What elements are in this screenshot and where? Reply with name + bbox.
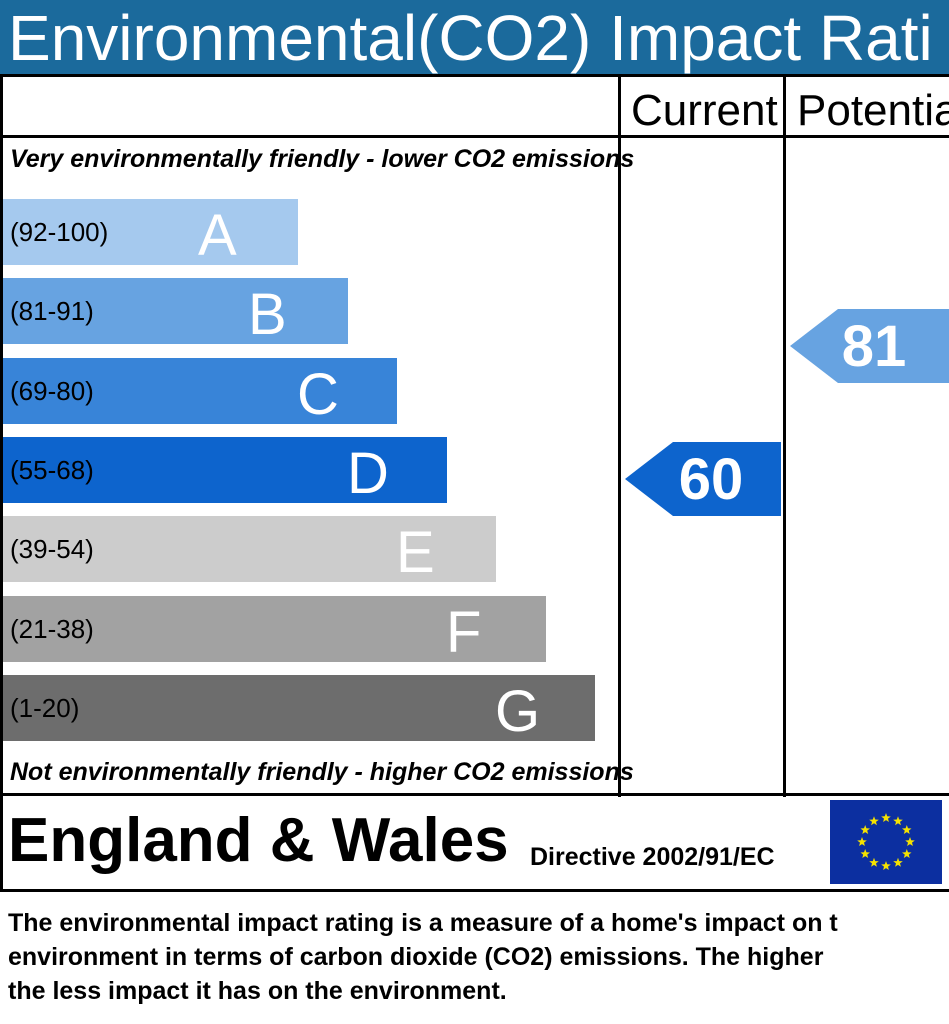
title-bar: Environmental(CO2) Impact Rati [0, 0, 949, 74]
current-rating-value: 60 [679, 447, 744, 512]
rating-band-letter: C [297, 362, 339, 427]
eu-flag-icon [830, 800, 942, 889]
description: The environmental impact rating is a mea… [8, 906, 949, 1008]
page-title: Environmental(CO2) Impact Rati [8, 2, 933, 74]
current-column-left-border [618, 77, 621, 797]
rating-band-f: (21-38) F [3, 596, 546, 665]
rating-chart-frame: Current Potentia Very environmentally fr… [0, 74, 949, 892]
rating-band-range: (69-80) [10, 376, 94, 406]
rating-band-range: (92-100) [10, 217, 109, 247]
rating-band-range: (1-20) [10, 693, 80, 723]
eu-star-icon [869, 816, 879, 826]
header-row-border [3, 135, 949, 138]
rating-band-a: (92-100) A [3, 199, 298, 268]
rating-band-letter: D [347, 441, 389, 506]
rating-band-b: (81-91) B [3, 278, 348, 347]
rating-band-d: (55-68) D [3, 437, 447, 506]
potential-rating-value: 81 [842, 314, 907, 379]
eu-star-icon [893, 816, 903, 826]
description-line: The environmental impact rating is a mea… [8, 909, 838, 937]
rating-band-c: (69-80) C [3, 358, 397, 427]
current-rating-arrow: 60 [625, 442, 781, 516]
eu-star-icon [893, 857, 903, 867]
eu-star-icon [860, 849, 870, 858]
eu-star-icon [869, 857, 879, 867]
rating-band-g: (1-20) G [3, 675, 595, 744]
rating-band-letter: F [446, 600, 482, 665]
rating-band-letter: A [198, 203, 237, 268]
rating-band-e: (39-54) E [3, 516, 496, 585]
rating-band-letter: B [248, 282, 287, 347]
current-column-header: Current [631, 86, 778, 135]
eu-star-icon [902, 825, 912, 834]
eu-star-icon [860, 825, 870, 834]
rating-band-letter: E [396, 520, 435, 585]
footer-row-border [3, 793, 949, 796]
eu-star-icon [857, 837, 867, 846]
potential-column-left-border [783, 77, 786, 797]
rating-band-range: (55-68) [10, 455, 94, 485]
rating-band-range: (39-54) [10, 534, 94, 564]
top-caption: Very environmentally friendly - lower CO… [10, 145, 635, 173]
eu-star-icon [905, 837, 915, 846]
eu-star-icon [881, 813, 891, 822]
description-line: environment in terms of carbon dioxide (… [8, 943, 824, 971]
description-line: the less impact it has on the environmen… [8, 977, 507, 1005]
country-label: England & Wales [8, 806, 509, 875]
directive-label: Directive 2002/91/EC [530, 843, 775, 871]
eu-star-icon [902, 849, 912, 858]
rating-band-range: (21-38) [10, 614, 94, 644]
eu-star-icon [881, 861, 891, 870]
rating-band-range: (81-91) [10, 296, 94, 326]
bottom-caption: Not environmentally friendly - higher CO… [10, 758, 634, 786]
potential-rating-arrow: 81 [790, 309, 949, 383]
potential-column-header: Potentia [797, 86, 949, 135]
rating-band-letter: G [495, 679, 541, 744]
